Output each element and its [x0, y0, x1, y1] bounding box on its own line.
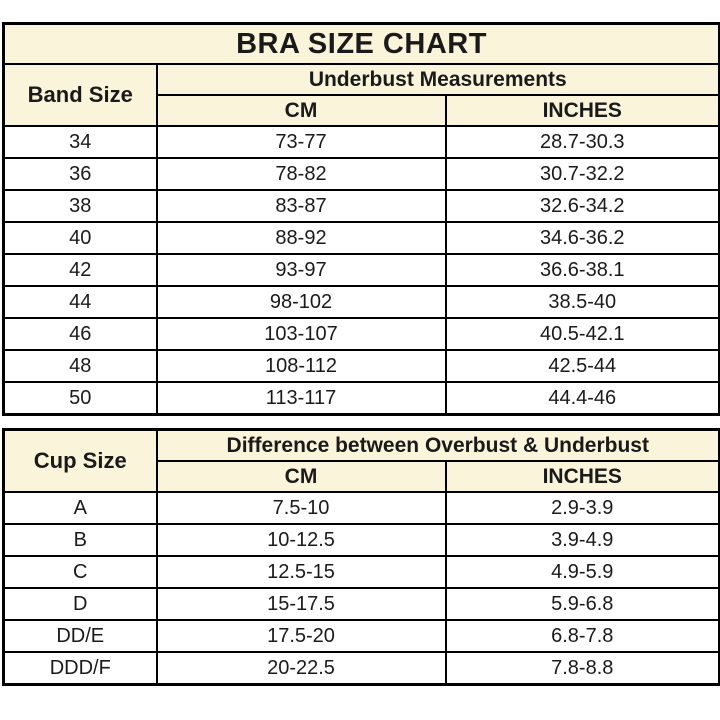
- chart-title-row: BRA SIZE CHART: [2, 22, 720, 65]
- table-row: 40 88-92 34.6-36.2: [2, 221, 720, 255]
- table-row: DDD/F 20-22.5 7.8-8.8: [2, 651, 720, 686]
- table-row: 50 113-117 44.4-46: [2, 381, 720, 416]
- cup-size-value: B: [2, 523, 158, 557]
- inches-column-header: INCHES: [444, 94, 720, 127]
- inches-column-header: INCHES: [444, 460, 720, 493]
- difference-inches-value: 5.9-6.8: [444, 587, 720, 621]
- table-row: 44 98-102 38.5-40: [2, 285, 720, 319]
- group-header-row: Cup Size Difference between Overbust & U…: [2, 428, 720, 493]
- underbust-inches-value: 36.6-38.1: [444, 253, 720, 287]
- sub-header-row: CM INCHES: [4, 460, 720, 493]
- band-size-value: 40: [2, 221, 158, 255]
- cup-size-value: DDD/F: [2, 651, 158, 686]
- chart-title: BRA SIZE CHART: [2, 22, 720, 65]
- band-size-value: 48: [2, 349, 158, 383]
- underbust-cm-value: 73-77: [155, 125, 447, 159]
- underbust-inches-value: 44.4-46: [444, 381, 720, 416]
- underbust-inches-value: 32.6-34.2: [444, 189, 720, 223]
- cup-size-value: D: [2, 587, 158, 621]
- underbust-cm-value: 93-97: [155, 253, 447, 287]
- cup-size-header: Cup Size: [2, 428, 158, 493]
- underbust-inches-value: 38.5-40: [444, 285, 720, 319]
- difference-cm-value: 7.5-10: [155, 491, 447, 525]
- cm-column-header: CM: [155, 94, 447, 127]
- difference-header: Difference between Overbust & Underbust: [155, 428, 720, 462]
- underbust-cm-value: 78-82: [155, 157, 447, 191]
- underbust-cm-value: 83-87: [155, 189, 447, 223]
- cup-size-table: Cup Size Difference between Overbust & U…: [2, 428, 720, 686]
- group-header-row: Band Size Underbust Measurements: [2, 63, 720, 127]
- difference-cm-value: 17.5-20: [155, 619, 447, 653]
- underbust-cm-value: 103-107: [155, 317, 447, 351]
- difference-cm-value: 20-22.5: [155, 651, 447, 686]
- difference-cm-value: 12.5-15: [155, 555, 447, 589]
- band-size-header: Band Size: [2, 63, 158, 127]
- underbust-cm-value: 98-102: [155, 285, 447, 319]
- bra-size-chart: BRA SIZE CHART Band Size Underbust Measu…: [2, 22, 720, 686]
- underbust-inches-value: 28.7-30.3: [444, 125, 720, 159]
- band-size-value: 42: [2, 253, 158, 287]
- underbust-cm-value: 108-112: [155, 349, 447, 383]
- table-row: 36 78-82 30.7-32.2: [2, 157, 720, 191]
- table-row: D 15-17.5 5.9-6.8: [2, 587, 720, 621]
- band-size-table: BRA SIZE CHART Band Size Underbust Measu…: [2, 22, 720, 416]
- difference-inches-value: 7.8-8.8: [444, 651, 720, 686]
- underbust-measurements-header: Underbust Measurements: [155, 63, 720, 96]
- difference-cm-value: 10-12.5: [155, 523, 447, 557]
- difference-cm-value: 15-17.5: [155, 587, 447, 621]
- underbust-inches-value: 42.5-44: [444, 349, 720, 383]
- cm-column-header: CM: [155, 460, 447, 493]
- underbust-cm-value: 113-117: [155, 381, 447, 416]
- table-row: 34 73-77 28.7-30.3: [2, 125, 720, 159]
- underbust-inches-value: 30.7-32.2: [444, 157, 720, 191]
- band-size-value: 38: [2, 189, 158, 223]
- table-row: C 12.5-15 4.9-5.9: [2, 555, 720, 589]
- difference-inches-value: 6.8-7.8: [444, 619, 720, 653]
- table-row: DD/E 17.5-20 6.8-7.8: [2, 619, 720, 653]
- band-size-value: 44: [2, 285, 158, 319]
- table-row: 42 93-97 36.6-38.1: [2, 253, 720, 287]
- table-gap: [2, 416, 718, 428]
- band-size-value: 34: [2, 125, 158, 159]
- table-row: A 7.5-10 2.9-3.9: [2, 491, 720, 525]
- sub-header-row: CM INCHES: [4, 94, 720, 127]
- table-row: 48 108-112 42.5-44: [2, 349, 720, 383]
- band-size-value: 50: [2, 381, 158, 416]
- band-size-value: 36: [2, 157, 158, 191]
- table-row: 46 103-107 40.5-42.1: [2, 317, 720, 351]
- cup-size-value: C: [2, 555, 158, 589]
- cup-size-value: DD/E: [2, 619, 158, 653]
- underbust-inches-value: 40.5-42.1: [444, 317, 720, 351]
- band-size-value: 46: [2, 317, 158, 351]
- table-row: B 10-12.5 3.9-4.9: [2, 523, 720, 557]
- underbust-inches-value: 34.6-36.2: [444, 221, 720, 255]
- difference-inches-value: 2.9-3.9: [444, 491, 720, 525]
- difference-inches-value: 3.9-4.9: [444, 523, 720, 557]
- table-row: 38 83-87 32.6-34.2: [2, 189, 720, 223]
- cup-size-value: A: [2, 491, 158, 525]
- underbust-cm-value: 88-92: [155, 221, 447, 255]
- difference-inches-value: 4.9-5.9: [444, 555, 720, 589]
